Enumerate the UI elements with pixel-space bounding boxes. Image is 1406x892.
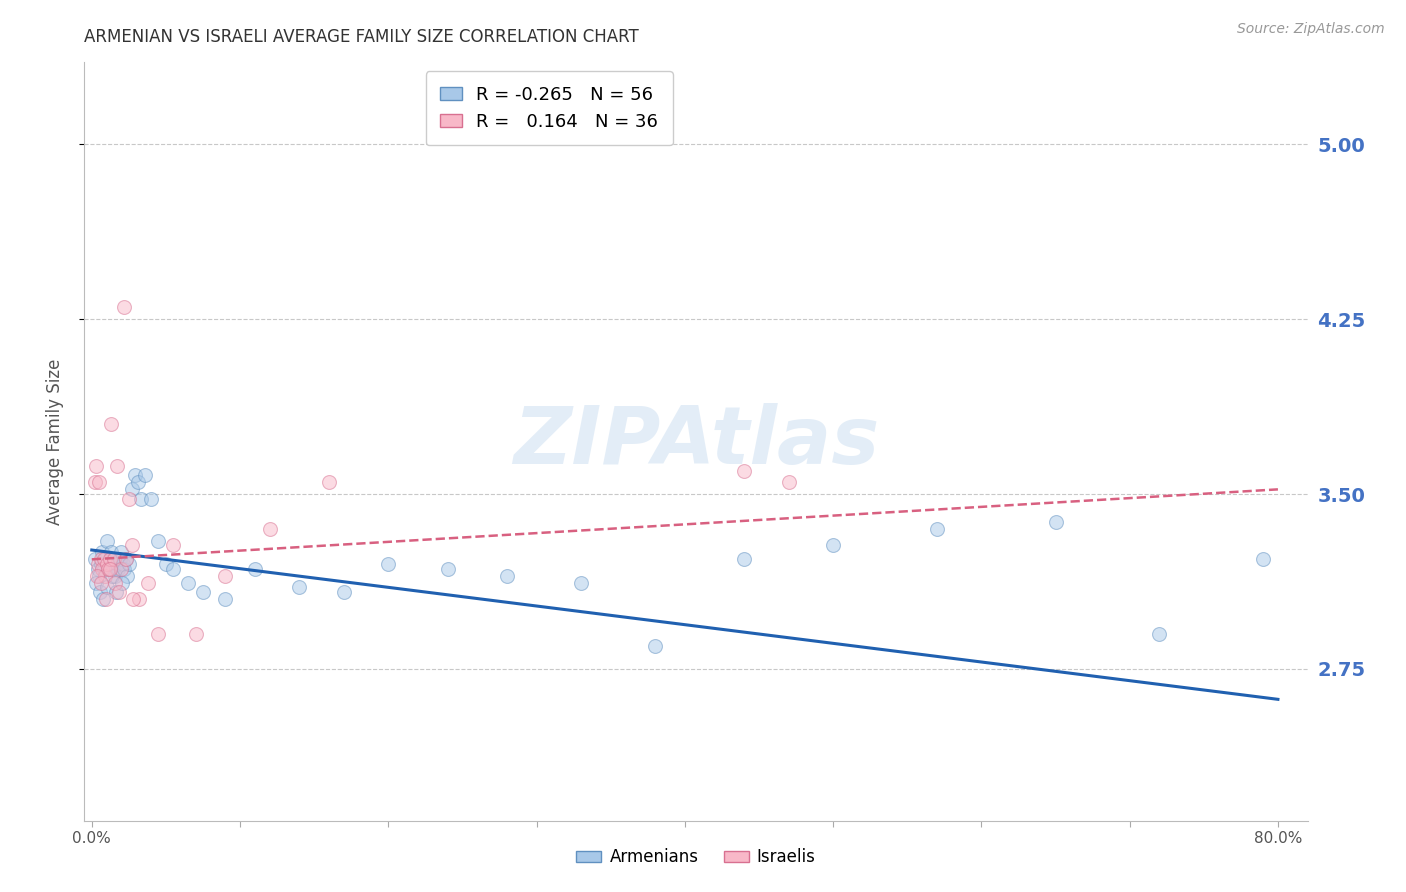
Point [118,557,141,571]
Point [100,417,122,431]
Point [1045,515,1067,529]
Point [318,475,340,490]
Point [127,475,149,490]
Point [105,557,128,571]
Point [117,568,139,582]
Point [89,568,111,582]
Point [103,552,125,566]
Point [86,562,108,576]
Point [107,562,129,576]
Point [1251,552,1274,566]
Point [115,552,138,566]
Point [733,552,755,566]
Point [111,575,134,590]
Point [100,545,122,559]
Text: ARMENIAN VS ISRAELI AVERAGE FAMILY SIZE CORRELATION CHART: ARMENIAN VS ISRAELI AVERAGE FAMILY SIZE … [84,28,640,45]
Point [129,491,152,506]
Point [105,585,128,599]
Text: Source: ZipAtlas.com: Source: ZipAtlas.com [1237,22,1385,37]
Point [112,562,135,576]
Point [733,464,755,478]
Point [93,562,115,576]
Point [162,562,184,576]
Point [101,562,124,576]
Point [98,552,121,566]
Point [94,552,117,566]
Point [110,545,132,559]
Point [155,557,177,571]
Point [124,468,146,483]
Point [436,562,458,576]
Point [148,627,170,641]
Point [97,562,120,576]
Point [139,491,162,506]
Point [111,557,134,571]
Point [134,468,156,483]
Point [89,585,111,599]
Point [823,538,845,552]
Point [91,562,114,576]
Point [96,580,118,594]
Point [101,568,124,582]
Point [91,545,114,559]
Point [288,580,311,594]
Point [105,458,128,473]
Point [162,538,184,552]
Point [90,552,112,566]
Point [93,552,115,566]
Point [118,491,141,506]
Point [214,568,236,582]
Point [128,592,150,607]
Point [104,575,127,590]
Point [86,557,108,571]
Point [259,522,281,536]
Text: ZIPAtlas: ZIPAtlas [513,402,879,481]
Y-axis label: Average Family Size: Average Family Size [45,359,63,524]
Point [214,592,236,607]
Point [122,592,145,607]
Point [94,568,117,582]
Point [83,475,105,490]
Point [184,627,207,641]
Point [84,458,107,473]
Point [115,552,138,566]
Point [136,575,159,590]
Point [177,575,200,590]
Point [89,475,111,490]
Point [98,562,121,576]
Point [90,575,112,590]
Point [108,552,131,566]
Point [110,562,132,576]
Point [496,568,519,582]
Point [925,522,948,536]
Point [243,562,266,576]
Point [778,475,800,490]
Point [84,575,107,590]
Point [377,557,399,571]
Point [104,568,127,582]
Point [121,483,143,497]
Point [90,557,112,571]
Point [91,592,114,607]
Point [121,538,143,552]
Point [333,585,356,599]
Point [97,562,120,576]
Point [96,557,118,571]
Point [83,552,105,566]
Point [148,533,170,548]
Point [98,552,121,566]
Point [96,533,118,548]
Point [191,585,214,599]
Point [569,575,592,590]
Point [1149,627,1171,641]
Point [86,568,108,582]
Legend: Armenians, Israelis: Armenians, Israelis [569,842,823,873]
Point [644,639,666,653]
Point [112,301,135,315]
Point [94,592,117,607]
Point [108,585,131,599]
Point [103,552,125,566]
